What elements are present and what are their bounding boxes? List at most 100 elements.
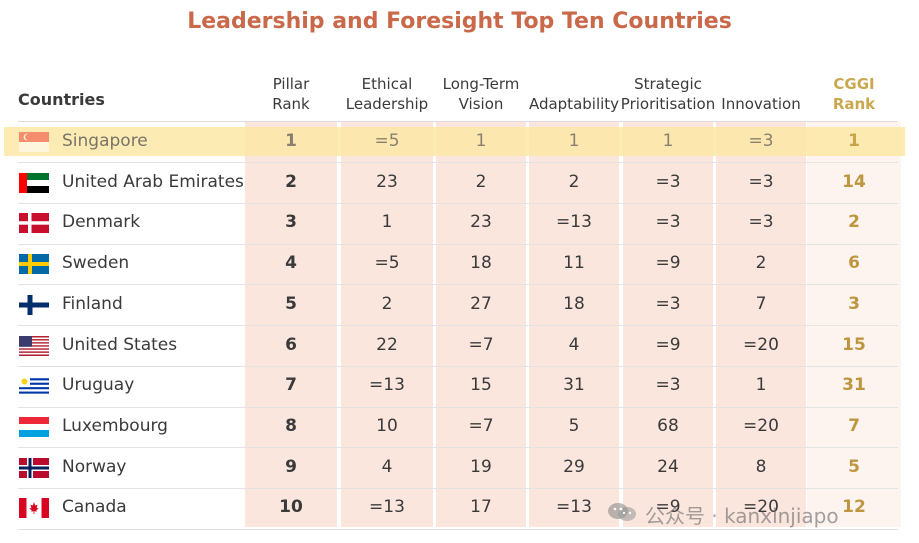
- header-longterm: Long-Term Vision: [433, 74, 529, 114]
- cell-cggi: 12: [842, 497, 866, 518]
- header-adapt-line-0: Adaptability: [528, 95, 620, 113]
- cell-pillar: 9: [285, 456, 297, 477]
- cell-innovation: =3: [748, 131, 774, 151]
- cell-innovation: =3: [748, 212, 774, 233]
- cell-cggi: 14: [842, 171, 866, 192]
- cell-ethical: 22: [376, 334, 398, 355]
- country-name: Canada: [62, 497, 127, 518]
- cell-ethical: =5: [374, 131, 400, 151]
- cell-pillar: 5: [285, 293, 297, 314]
- column-shade-strategic: [623, 122, 713, 527]
- canada-flag: [19, 498, 49, 519]
- cell-pillar: 4: [285, 253, 297, 274]
- row-divider: [18, 325, 898, 327]
- country-name: Norway: [62, 456, 127, 477]
- header-longterm-line-0: Long-Term: [442, 75, 520, 93]
- cell-adapt: 18: [563, 293, 585, 314]
- highlight-row-singapore: [4, 127, 905, 156]
- cell-pillar: 8: [285, 415, 297, 436]
- finland-flag: [19, 294, 49, 315]
- luxembourg-flag: [19, 416, 49, 437]
- header-ethical-line-1: Leadership: [345, 95, 429, 113]
- cell-pillar: 7: [285, 375, 297, 396]
- cell-adapt: 29: [563, 456, 585, 477]
- country-name: Denmark: [62, 212, 141, 233]
- cell-cggi: 31: [842, 375, 866, 396]
- row-divider: [18, 162, 898, 164]
- uruguay-flag: [19, 376, 49, 397]
- cell-ethical: 10: [376, 415, 398, 436]
- row-divider: [18, 203, 898, 205]
- cell-longterm: =7: [468, 415, 494, 436]
- row-divider: [18, 365, 898, 367]
- sweden-flag: [19, 254, 49, 275]
- watermark-text: 公众号 · kanxinjiapo: [645, 504, 839, 528]
- row-divider: [18, 284, 898, 286]
- cell-longterm: 27: [470, 293, 492, 314]
- cell-ethical: 23: [376, 171, 398, 192]
- cell-ethical: =5: [374, 253, 400, 274]
- country-name: United States: [62, 334, 178, 355]
- column-shade-innovation: [716, 122, 806, 527]
- header-pillar-line-0: Pillar: [272, 75, 310, 93]
- cell-pillar: 10: [279, 497, 303, 518]
- cell-pillar: 3: [285, 212, 297, 233]
- header-strategic-line-1: Prioritisation: [620, 95, 716, 113]
- cell-strategic: 24: [657, 456, 679, 477]
- row-divider: [18, 243, 898, 245]
- cell-longterm: 23: [470, 212, 492, 233]
- cell-innovation: 7: [755, 293, 767, 314]
- cell-longterm: =7: [468, 334, 494, 355]
- cell-strategic: =9: [655, 334, 681, 355]
- header-ethical: Ethical Leadership: [339, 74, 435, 114]
- cell-adapt: 4: [568, 334, 580, 355]
- cell-ethical: 2: [381, 293, 393, 314]
- cell-strategic: =3: [655, 212, 681, 233]
- cell-adapt: =13: [556, 212, 592, 233]
- cell-cggi: 7: [848, 415, 860, 436]
- cell-cggi: 6: [848, 253, 860, 274]
- cell-adapt: 5: [568, 415, 580, 436]
- chart-title: Leadership and Foresight Top Ten Countri…: [187, 9, 732, 34]
- header-longterm-line-1: Vision: [458, 95, 504, 113]
- column-shade-adapt: [529, 122, 619, 527]
- usa-flag: [19, 335, 49, 356]
- cell-innovation: 1: [755, 375, 767, 396]
- header-cggi-line-1: Rank: [832, 95, 876, 113]
- cell-adapt: =13: [556, 497, 592, 518]
- cell-longterm: 2: [475, 171, 487, 192]
- country-name: Finland: [62, 293, 123, 314]
- cell-longterm: 18: [470, 253, 492, 274]
- cell-cggi: 1: [848, 131, 860, 151]
- column-shade-ethical: [341, 122, 433, 527]
- row-divider: [18, 487, 898, 489]
- cell-strategic: =3: [655, 375, 681, 396]
- country-name: Uruguay: [62, 375, 135, 396]
- country-name: United Arab Emirates: [62, 171, 244, 192]
- cell-adapt: 2: [568, 171, 580, 192]
- header-pillar-line-1: Rank: [272, 95, 310, 113]
- header-divider: [18, 121, 898, 122]
- row-divider: [18, 447, 898, 449]
- cell-cggi: 15: [842, 334, 866, 355]
- uae-flag: [19, 172, 49, 193]
- cell-strategic: =9: [655, 253, 681, 274]
- cell-ethical: =13: [369, 375, 405, 396]
- cell-strategic: 68: [657, 415, 679, 436]
- header-innovation-line-0: Innovation: [721, 95, 801, 113]
- header-countries: Countries: [18, 90, 105, 109]
- row-divider: [18, 528, 898, 530]
- cell-innovation: 2: [755, 253, 767, 274]
- cell-longterm: 15: [470, 375, 492, 396]
- cell-adapt: 11: [563, 253, 585, 274]
- header-cggi: CGGI Rank: [806, 74, 902, 114]
- cell-pillar: 2: [285, 171, 297, 192]
- cell-pillar: 1: [285, 131, 297, 151]
- cell-strategic: =9: [655, 497, 681, 518]
- header-strategic-line-0: Strategic: [634, 75, 702, 93]
- header-adapt: Adaptability: [524, 94, 624, 114]
- cell-longterm: 19: [470, 456, 492, 477]
- cell-innovation: =20: [743, 415, 779, 436]
- cell-cggi: 5: [848, 456, 860, 477]
- country-name: Sweden: [62, 253, 130, 274]
